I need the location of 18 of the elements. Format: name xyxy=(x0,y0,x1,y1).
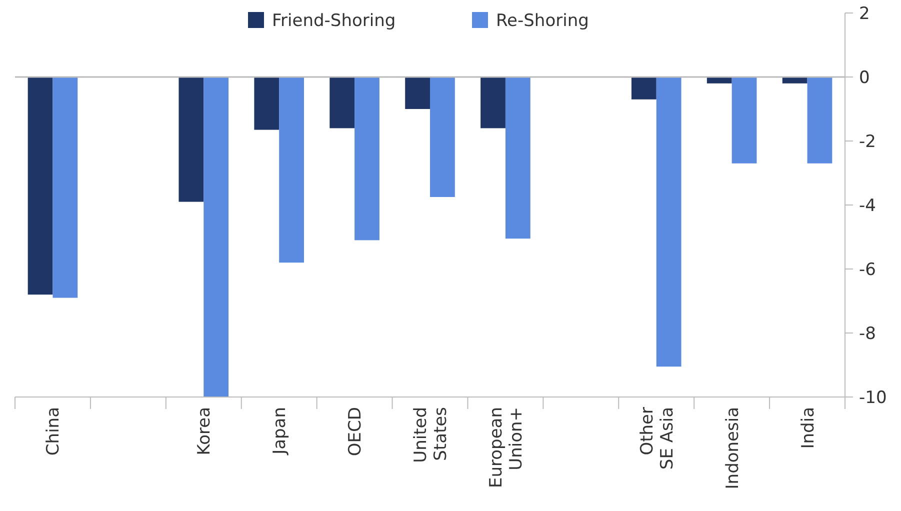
y-tick-label: -6 xyxy=(859,260,876,280)
x-tick-label: Japan xyxy=(270,407,290,456)
x-tick-label: Other SE Asia xyxy=(637,407,678,470)
y-tick-label: -4 xyxy=(859,196,876,216)
y-tick-label: -8 xyxy=(859,324,876,344)
legend-label: Re-Shoring xyxy=(496,10,589,31)
y-tick-label: -2 xyxy=(859,132,876,152)
x-tick-label: United States xyxy=(411,406,451,463)
legend-label: Friend-Shoring xyxy=(272,10,396,31)
x-tick-label: Indonesia xyxy=(722,407,743,490)
x-tick-label: China xyxy=(44,407,64,456)
x-tick-label: India xyxy=(798,407,818,449)
y-tick-label: -10 xyxy=(859,388,887,408)
x-tick-label: European Union+ xyxy=(486,407,526,488)
x-tick-label: Korea xyxy=(194,407,215,456)
y-tick-label: 0 xyxy=(859,68,870,88)
y-tick-label: 2 xyxy=(859,4,870,24)
x-tick-label: OECD xyxy=(346,407,366,456)
